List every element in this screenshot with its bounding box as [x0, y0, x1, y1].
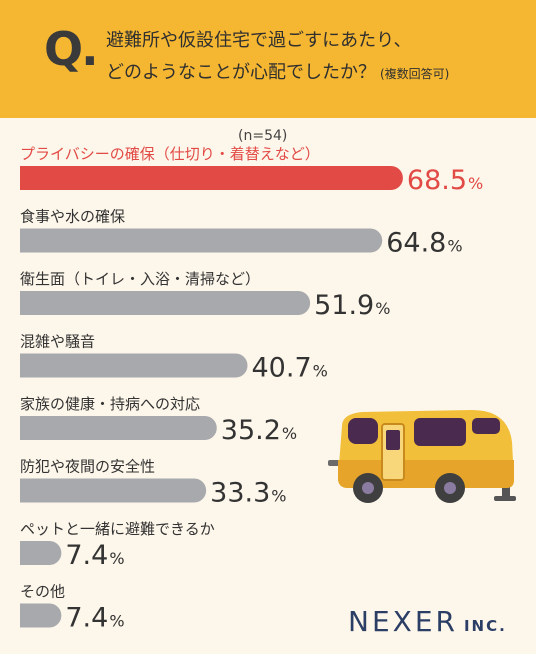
category-label: その他	[20, 583, 65, 601]
value-unit: %	[271, 487, 286, 506]
category-label: 防犯や夜間の安全性	[20, 458, 155, 476]
category-label: ペットと一緒に避難できるか	[20, 520, 215, 538]
value-label: 40.7%	[252, 353, 328, 384]
nexer-logo: NEXER INC.	[348, 605, 507, 638]
bar	[20, 478, 207, 503]
value-label: 51.9%	[314, 290, 390, 321]
value-label: 33.3%	[210, 478, 286, 509]
value-label: 7.4%	[65, 540, 124, 571]
sample-size: (n=54)	[238, 128, 288, 144]
bar-left-edge	[20, 166, 44, 190]
bar	[20, 291, 311, 315]
value-number: 33.3	[210, 478, 270, 509]
bar-left-edge	[20, 416, 44, 440]
logo-name: NEXER	[348, 605, 458, 638]
value-unit: %	[468, 174, 483, 193]
question-line-2: どのようなことが心配でしたか？ (複数回答可)	[106, 58, 449, 84]
value-number: 64.8	[386, 228, 446, 259]
value-number: 7.4	[65, 603, 108, 634]
bar	[20, 166, 403, 190]
value-number: 35.2	[221, 415, 281, 446]
value-label: 7.4%	[65, 603, 124, 634]
bar-left-edge	[20, 353, 44, 378]
value-label: 35.2%	[221, 415, 297, 446]
question-mark: Q.	[44, 22, 99, 76]
category-label: 家族の健康・持病への対応	[20, 395, 200, 413]
logo-suffix: INC.	[463, 617, 507, 635]
value-number: 40.7	[252, 353, 312, 384]
value-unit: %	[282, 424, 297, 443]
value-label: 68.5%	[407, 165, 483, 196]
value-unit: %	[109, 549, 124, 568]
question-note: (複数回答可)	[380, 67, 450, 81]
value-unit: %	[375, 299, 390, 318]
bar-left-edge	[20, 603, 44, 628]
question-header: Q. 避難所や仮設住宅で過ごすにあたり、 どのようなことが心配でしたか？ (複数回…	[0, 0, 536, 118]
bar	[20, 416, 217, 440]
bar-left-edge	[20, 541, 44, 565]
value-unit: %	[313, 362, 328, 381]
category-label: 混雑や騒音	[20, 333, 95, 351]
value-number: 68.5	[407, 165, 467, 196]
bar	[20, 228, 383, 253]
bar-left-edge	[20, 291, 44, 315]
question-line-2-text: どのようなことが心配でしたか？	[106, 62, 376, 83]
camper-trailer-icon	[328, 410, 516, 503]
value-number: 7.4	[65, 540, 108, 571]
value-number: 51.9	[314, 290, 374, 321]
bar-left-edge	[20, 478, 44, 503]
category-label: プライバシーの確保（仕切り・着替えなど）	[20, 145, 320, 163]
bar-left-edge	[20, 228, 44, 253]
value-unit: %	[109, 612, 124, 631]
category-label: 食事や水の確保	[20, 208, 125, 226]
question-line-1: 避難所や仮設住宅で過ごすにあたり、	[106, 30, 412, 51]
category-label: 衛生面（トイレ・入浴・清掃など）	[20, 270, 260, 288]
value-unit: %	[447, 237, 462, 256]
bar	[20, 353, 248, 378]
value-label: 64.8%	[386, 228, 462, 259]
